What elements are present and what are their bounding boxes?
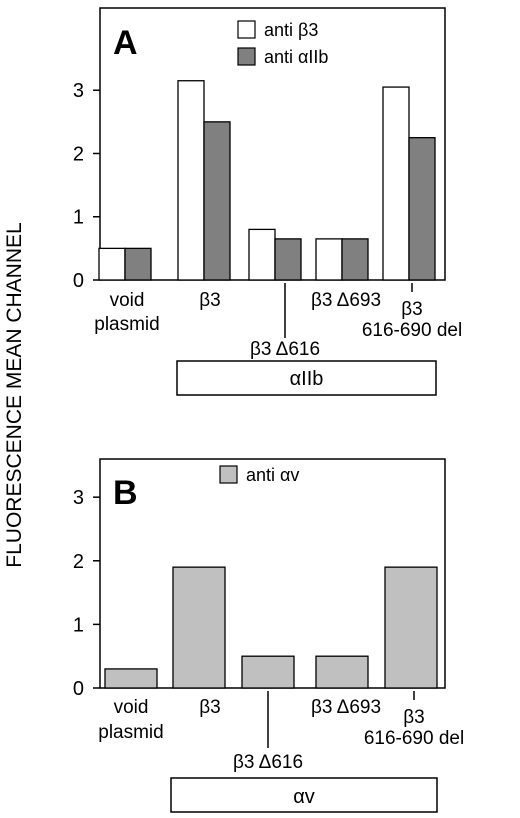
group-box-label: αv (293, 786, 315, 808)
bar-s2-2 (274, 238, 302, 281)
bar-s1-4 (384, 566, 438, 689)
category-label: void (110, 290, 145, 311)
y-tick-label: 3 (73, 487, 84, 509)
group-box (176, 360, 437, 396)
category-label: plasmid (94, 314, 159, 335)
y-tick-label: 2 (73, 143, 84, 165)
category-label: void (114, 697, 149, 718)
category-label: β3 (199, 697, 221, 718)
category-label: 616-690 del (364, 728, 464, 749)
category-label: β3 (401, 299, 423, 320)
panels: 0 1 2 3 A anti β3 anti αIIb void plasmid β3 β3 Δ61… (73, 7, 464, 813)
y-tick-label: 0 (73, 678, 84, 700)
category-label: β3 Δ616 (233, 752, 303, 773)
category-label: β3 Δ693 (311, 697, 381, 718)
panel-A: 0 1 2 3 A anti β3 anti αIIb void plasmid β3 β3 Δ61… (73, 7, 462, 396)
bar-s1-3 (315, 238, 343, 281)
panel-label: A (113, 24, 138, 62)
group-box (170, 777, 438, 813)
y-tick-label: 3 (73, 80, 84, 102)
bar-s1-4 (382, 86, 410, 281)
legend-entry: anti αIIb (264, 47, 328, 67)
bar-s2-3 (341, 238, 369, 281)
panel-label: B (113, 474, 138, 512)
category-label: β3 (403, 707, 425, 728)
category-label: β3 (199, 290, 221, 311)
bar-s1-2 (248, 228, 276, 281)
category-label: 616-690 del (362, 320, 462, 341)
y-tick-label: 1 (73, 614, 84, 636)
y-tick-label: 1 (73, 207, 84, 229)
legend-swatch (237, 47, 256, 66)
category-label: plasmid (98, 722, 163, 743)
y-axis-label: FLUORESCENCE MEAN CHANNEL (3, 222, 26, 567)
category-label: β3 Δ616 (250, 339, 320, 360)
bar-s2-0 (124, 247, 152, 281)
y-tick-label: 2 (73, 551, 84, 573)
bar-s1-1 (172, 566, 226, 689)
legend-entry: anti αv (246, 465, 299, 485)
group-box-label: αIIb (290, 368, 324, 390)
bar-s1-0 (98, 247, 126, 281)
bar-s1-0 (104, 668, 158, 689)
bar-s2-1 (203, 121, 231, 281)
legend-entry: anti β3 (264, 20, 318, 40)
bar-s1-3 (315, 655, 369, 689)
legend-swatch (237, 20, 256, 39)
bar-s2-4 (408, 137, 436, 281)
legend-swatch (219, 465, 238, 484)
bar-s1-2 (241, 655, 295, 689)
category-label: β3 Δ693 (311, 290, 381, 311)
bar-s1-1 (177, 80, 205, 281)
y-tick-label: 0 (73, 270, 84, 292)
